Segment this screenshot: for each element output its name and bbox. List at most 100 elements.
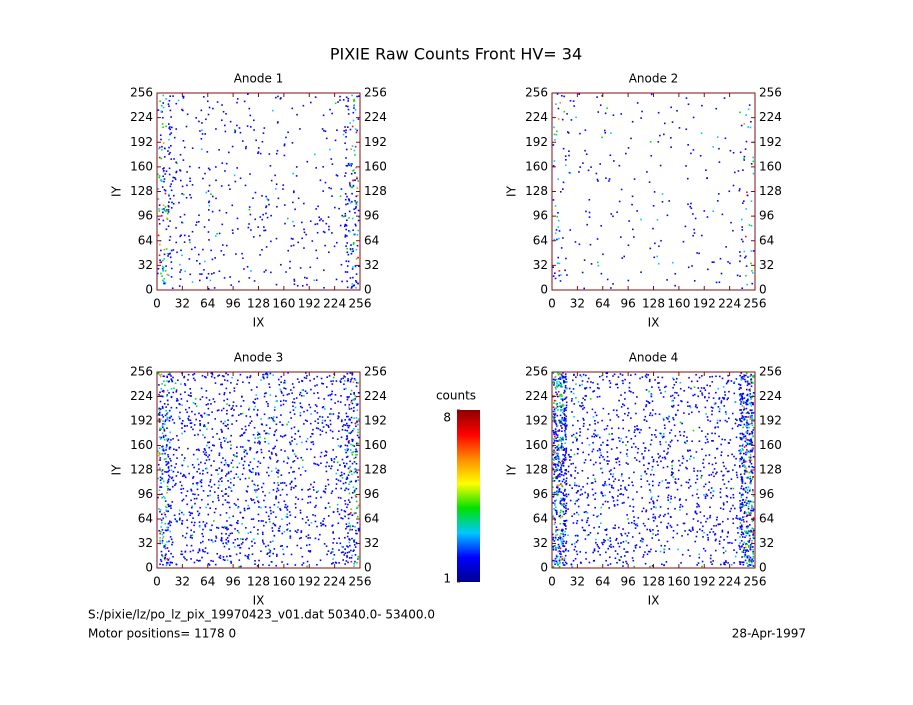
pixel: [609, 382, 612, 384]
pixel: [324, 506, 327, 509]
pixel: [309, 266, 312, 269]
pixel: [351, 94, 353, 97]
pixel: [186, 526, 189, 529]
pixel: [723, 398, 725, 400]
pixel: [353, 549, 355, 551]
pixel: [162, 536, 165, 538]
pixel: [180, 398, 183, 400]
pixel: [169, 373, 171, 376]
pixel: [198, 262, 201, 265]
pixel: [749, 423, 752, 425]
pixel: [711, 261, 714, 264]
pixel: [295, 175, 298, 177]
pixel: [294, 530, 297, 532]
pixel: [167, 474, 170, 477]
pixel: [221, 244, 224, 246]
pixel: [352, 284, 355, 287]
pixel: [230, 284, 233, 286]
pixel: [345, 224, 348, 227]
pixel: [164, 558, 166, 561]
pixel: [321, 430, 324, 433]
pixel: [348, 471, 351, 474]
pixel: [633, 516, 635, 518]
pixel: [597, 550, 599, 553]
pixel: [211, 428, 214, 430]
pixel: [162, 407, 164, 409]
pixel: [277, 529, 280, 532]
pixel: [556, 491, 559, 493]
pixel: [179, 271, 181, 273]
pixel: [642, 556, 644, 558]
pixel: [610, 448, 613, 450]
pixel: [558, 480, 561, 482]
pixel: [738, 388, 741, 391]
pixel: [347, 415, 349, 418]
pixel: [565, 387, 568, 390]
pixel: [215, 537, 218, 539]
pixel: [203, 269, 205, 271]
pixel: [160, 261, 162, 263]
pixel: [560, 471, 563, 473]
pixel: [748, 426, 750, 429]
pixel: [633, 550, 635, 552]
pixel: [646, 553, 649, 556]
pixel: [696, 488, 699, 491]
pixel: [288, 511, 291, 513]
pixel: [261, 486, 263, 489]
pixel: [710, 487, 713, 489]
pixel: [750, 509, 752, 512]
pixel: [736, 425, 739, 428]
pixel: [290, 553, 293, 556]
pixel: [349, 524, 352, 527]
pixel: [337, 444, 340, 447]
pixel: [734, 422, 737, 425]
pixel: [353, 468, 356, 471]
pixel: [552, 418, 555, 420]
pixel: [593, 549, 596, 552]
pixel: [204, 449, 206, 451]
pixel: [296, 113, 298, 116]
pixel: [310, 448, 312, 451]
pixel: [199, 420, 201, 422]
pixel: [161, 445, 163, 448]
pixel: [214, 507, 217, 510]
pixel: [650, 508, 653, 510]
pixel: [599, 451, 602, 454]
pixel: [168, 557, 171, 560]
pixel: [355, 529, 357, 532]
pixel: [275, 454, 278, 457]
pixel: [202, 469, 204, 472]
pixel: [670, 137, 672, 139]
pixel: [161, 533, 164, 536]
pixel: [285, 515, 288, 518]
pixel: [166, 463, 169, 465]
pixel: [172, 194, 175, 197]
pixel: [279, 509, 282, 511]
pixel: [572, 100, 575, 102]
pixel: [161, 208, 164, 211]
pixel: [168, 127, 171, 129]
pixel: [701, 565, 703, 568]
y2-tick-label: 32: [364, 258, 379, 272]
pixel: [583, 511, 586, 514]
pixel: [169, 95, 171, 97]
pixel: [346, 195, 348, 198]
pixel: [171, 561, 174, 564]
pixel: [724, 391, 726, 393]
pixel: [565, 452, 567, 454]
pixel: [739, 561, 742, 563]
pixel: [344, 142, 346, 145]
pixel: [353, 461, 356, 463]
pixel: [345, 523, 348, 525]
pixel: [166, 218, 169, 221]
pixel: [286, 423, 288, 426]
pixel: [159, 100, 161, 103]
pixel: [702, 547, 705, 550]
pixel: [602, 253, 604, 256]
pixel: [747, 505, 750, 508]
pixel: [727, 261, 729, 263]
pixel: [294, 406, 297, 409]
pixel: [241, 541, 244, 544]
